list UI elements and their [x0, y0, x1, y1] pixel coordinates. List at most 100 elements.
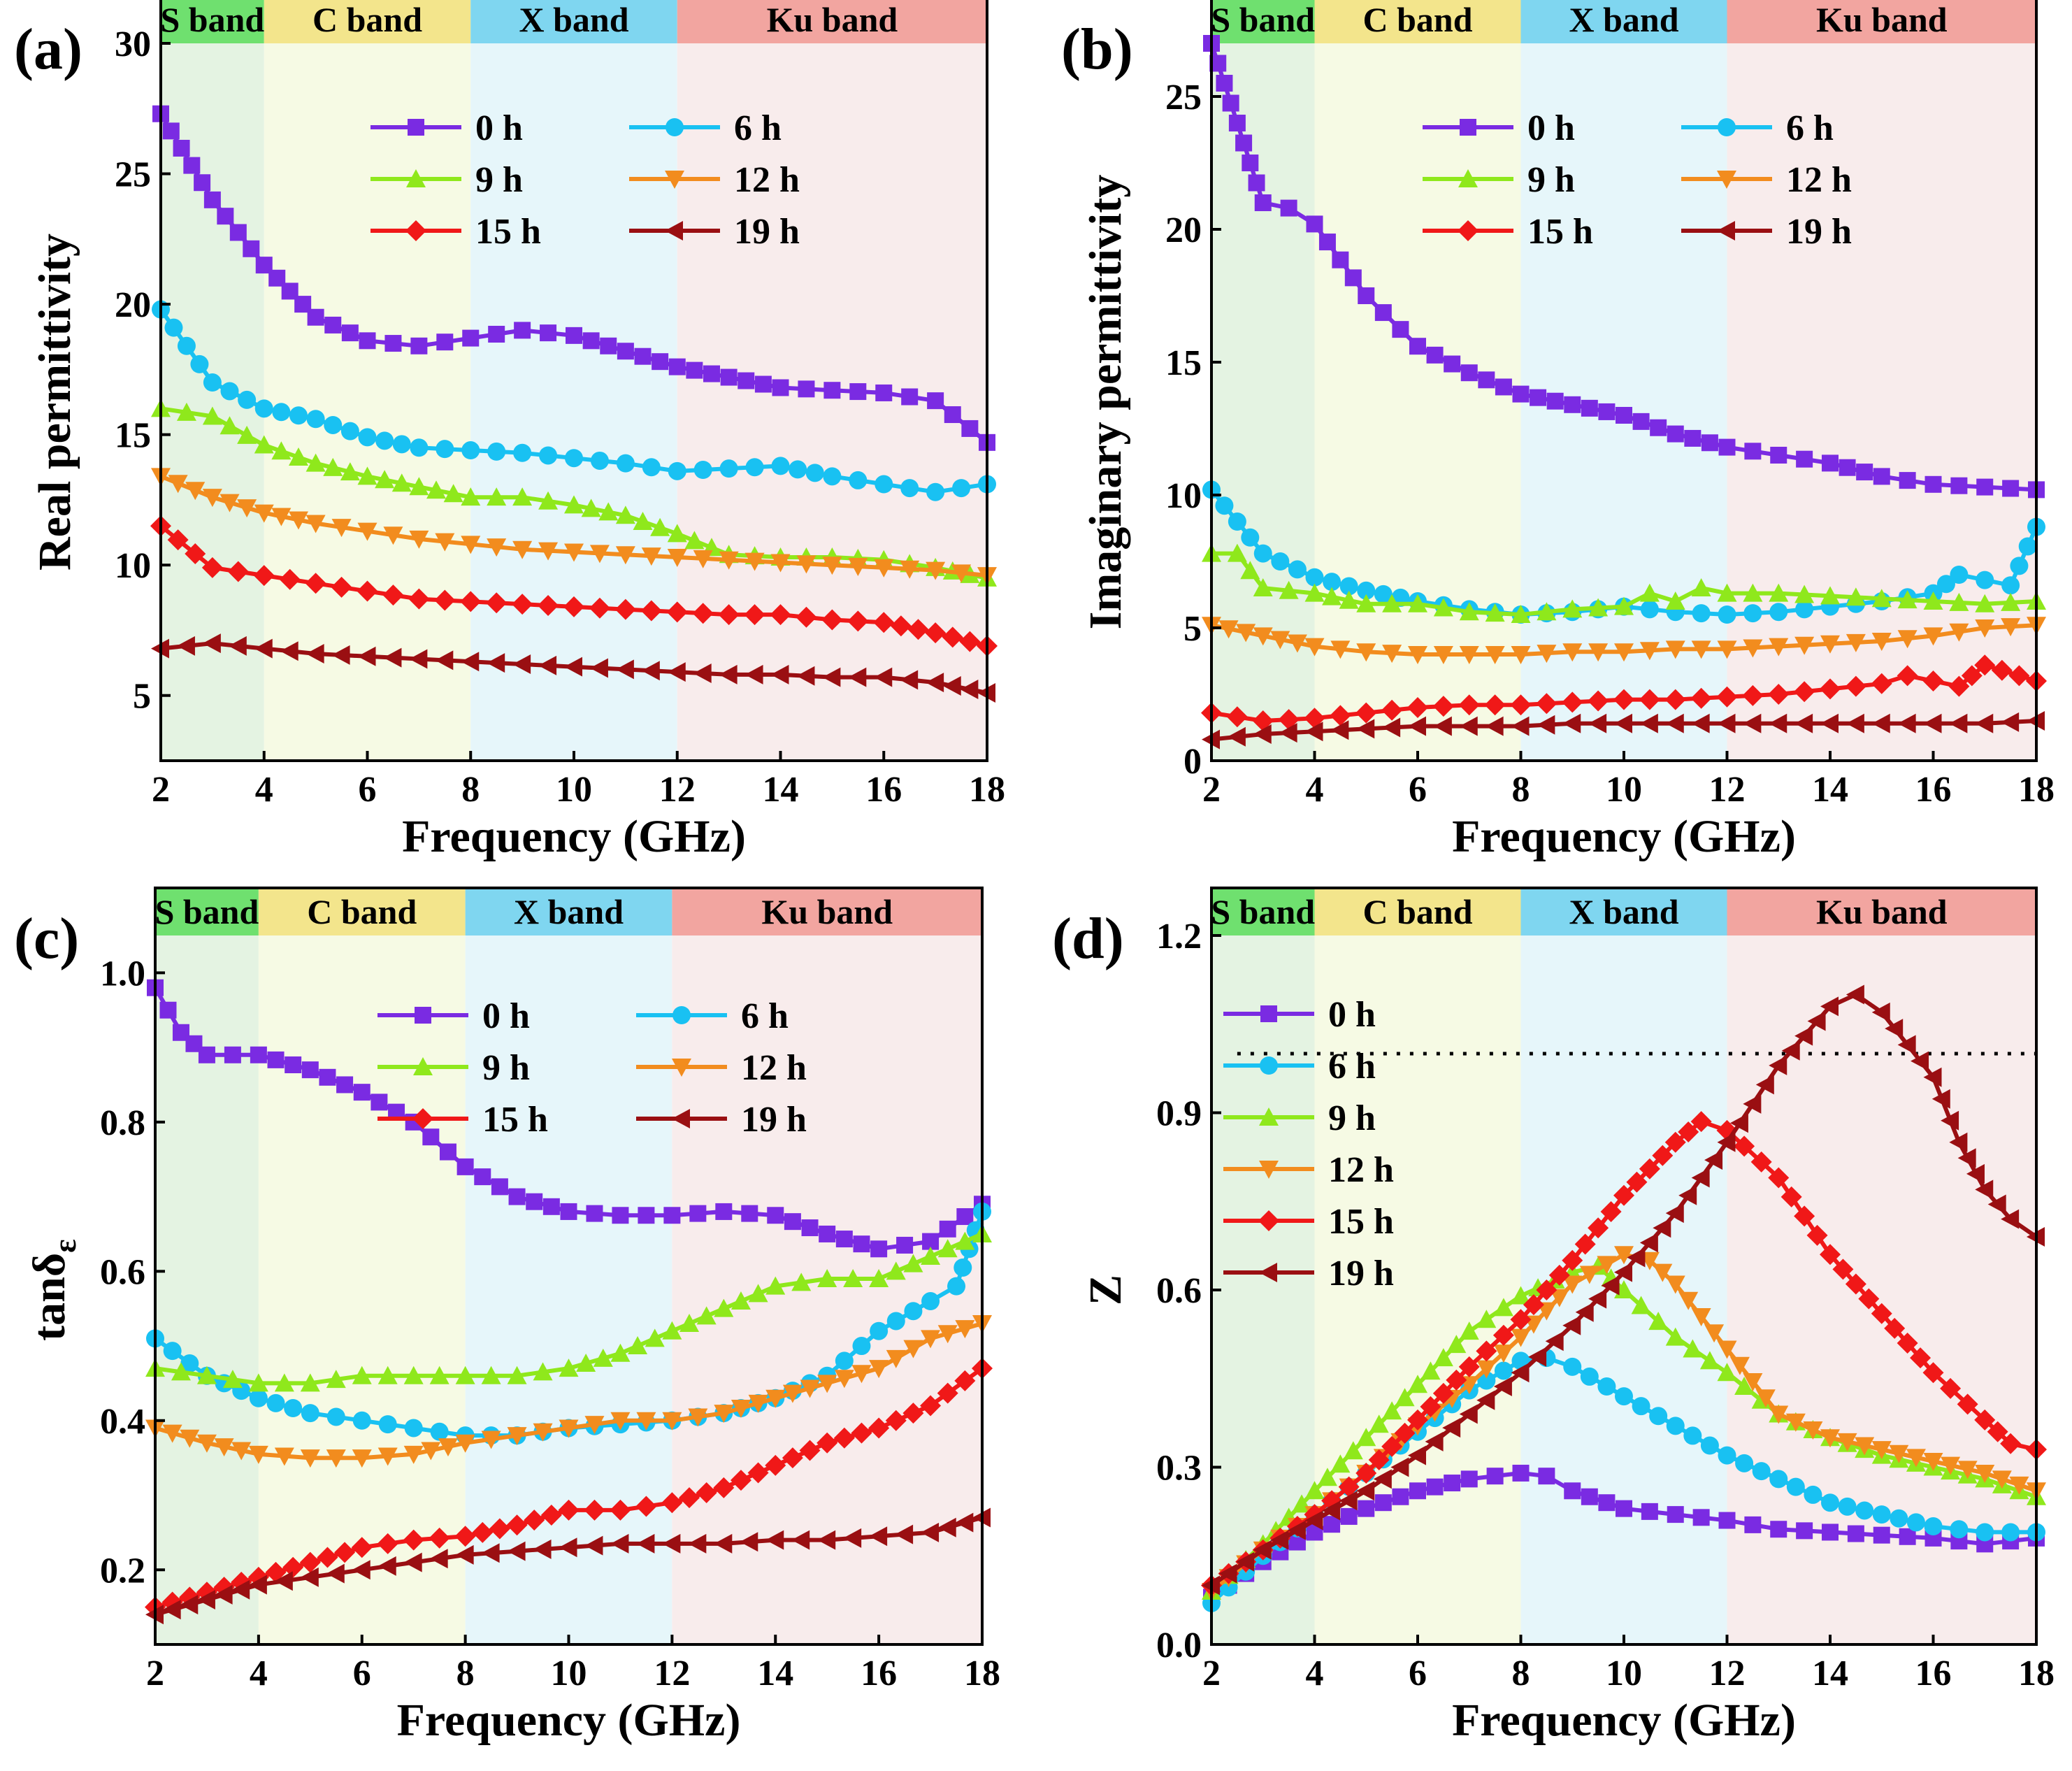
- data-point: [1485, 716, 1504, 736]
- data-point: [590, 451, 609, 470]
- data-point: [1683, 1426, 1702, 1445]
- data-point: [1923, 1067, 1942, 1087]
- data-point: [1897, 1035, 1916, 1055]
- data-point: [542, 1198, 560, 1215]
- data-point: [202, 489, 222, 508]
- data-point: [1338, 1476, 1360, 1498]
- data-point: [1975, 619, 1995, 638]
- data-point: [1838, 1497, 1857, 1516]
- data-point: [1355, 1462, 1377, 1484]
- data-point: [868, 1417, 890, 1439]
- legend-label: 19 h: [1328, 1254, 1394, 1293]
- legend-marker: [665, 171, 684, 189]
- data-point: [926, 561, 946, 580]
- data-point: [1485, 603, 1505, 622]
- y-tick-label: 0.6: [1156, 1271, 1202, 1311]
- data-point: [1897, 630, 1918, 649]
- data-point: [817, 1530, 836, 1550]
- data-point: [481, 1365, 501, 1384]
- data-point: [816, 1432, 838, 1454]
- data-point: [819, 1225, 836, 1242]
- data-point: [668, 358, 686, 375]
- legend-label: 6 h: [1786, 108, 1834, 148]
- data-point: [1279, 580, 1299, 599]
- data-point: [688, 1533, 707, 1554]
- data-point: [921, 1522, 940, 1542]
- data-point: [279, 568, 301, 590]
- data-point: [1820, 678, 1841, 700]
- data-point: [284, 1399, 303, 1417]
- band-header: [1520, 0, 1727, 43]
- data-point: [305, 573, 326, 594]
- data-point: [481, 1543, 500, 1563]
- data-point: [1785, 1413, 1806, 1432]
- data-point: [377, 1365, 398, 1384]
- data-point: [487, 538, 507, 557]
- legend-label: 0 h: [475, 108, 523, 148]
- data-point: [1770, 1521, 1787, 1538]
- data-point: [384, 335, 402, 352]
- data-point: [533, 1539, 552, 1559]
- x-tick-label: 12: [1709, 770, 1746, 810]
- data-point: [1769, 603, 1788, 622]
- data-point: [1374, 585, 1393, 603]
- data-point: [782, 1384, 803, 1403]
- data-point: [487, 653, 505, 673]
- data-point: [796, 666, 815, 686]
- y-axis-title: Real permittivity: [29, 234, 80, 571]
- data-point: [455, 1434, 475, 1453]
- data-point: [1821, 1493, 1839, 1512]
- band-shading: [155, 935, 259, 1644]
- data-point: [1987, 1194, 2006, 1214]
- data-point: [1446, 1369, 1467, 1391]
- data-point: [1613, 1184, 1634, 1206]
- data-point: [1820, 996, 1839, 1017]
- band-shading: [465, 935, 672, 1644]
- data-point: [714, 1405, 734, 1424]
- data-point: [301, 1061, 319, 1079]
- data-point: [383, 647, 402, 668]
- data-point: [326, 1407, 345, 1426]
- data-point: [2001, 592, 2021, 611]
- data-point: [382, 585, 404, 606]
- data-point: [1976, 478, 1994, 496]
- data-point: [635, 1496, 657, 1517]
- data-point: [834, 1370, 854, 1389]
- data-point: [1684, 429, 1702, 447]
- band-label: Ku band: [1816, 892, 1948, 931]
- data-point: [1574, 1233, 1596, 1255]
- data-point: [628, 1336, 648, 1355]
- data-point: [641, 547, 661, 566]
- data-point: [1872, 1505, 1891, 1524]
- x-tick-label: 2: [1202, 1654, 1221, 1693]
- data-point: [305, 453, 326, 472]
- data-point: [1976, 571, 1994, 589]
- data-point: [392, 435, 411, 454]
- data-point: [1718, 605, 1736, 624]
- data-point: [1598, 403, 1616, 420]
- data-point: [1794, 1026, 1813, 1046]
- data-point: [1820, 635, 1840, 654]
- data-point: [1511, 1328, 1531, 1347]
- data-point: [1588, 690, 1609, 712]
- data-point: [1976, 1523, 1994, 1542]
- data-point: [719, 664, 738, 684]
- data-point: [403, 1552, 422, 1572]
- data-point: [565, 449, 583, 468]
- data-point: [377, 1556, 396, 1576]
- data-point: [194, 174, 211, 192]
- data-point: [461, 441, 480, 460]
- data-point: [1897, 1333, 1918, 1354]
- panel-label: (b): [1061, 17, 1133, 82]
- data-point: [1718, 1446, 1736, 1465]
- data-point: [359, 332, 376, 350]
- y-tick-label: 20: [1165, 210, 1202, 250]
- data-point: [1478, 371, 1495, 389]
- data-point: [1941, 1110, 1959, 1131]
- data-point: [1650, 419, 1667, 436]
- data-point: [851, 1365, 872, 1384]
- data-point: [718, 604, 740, 626]
- data-point: [1330, 1454, 1351, 1473]
- data-point: [540, 324, 557, 342]
- data-point: [817, 1268, 837, 1287]
